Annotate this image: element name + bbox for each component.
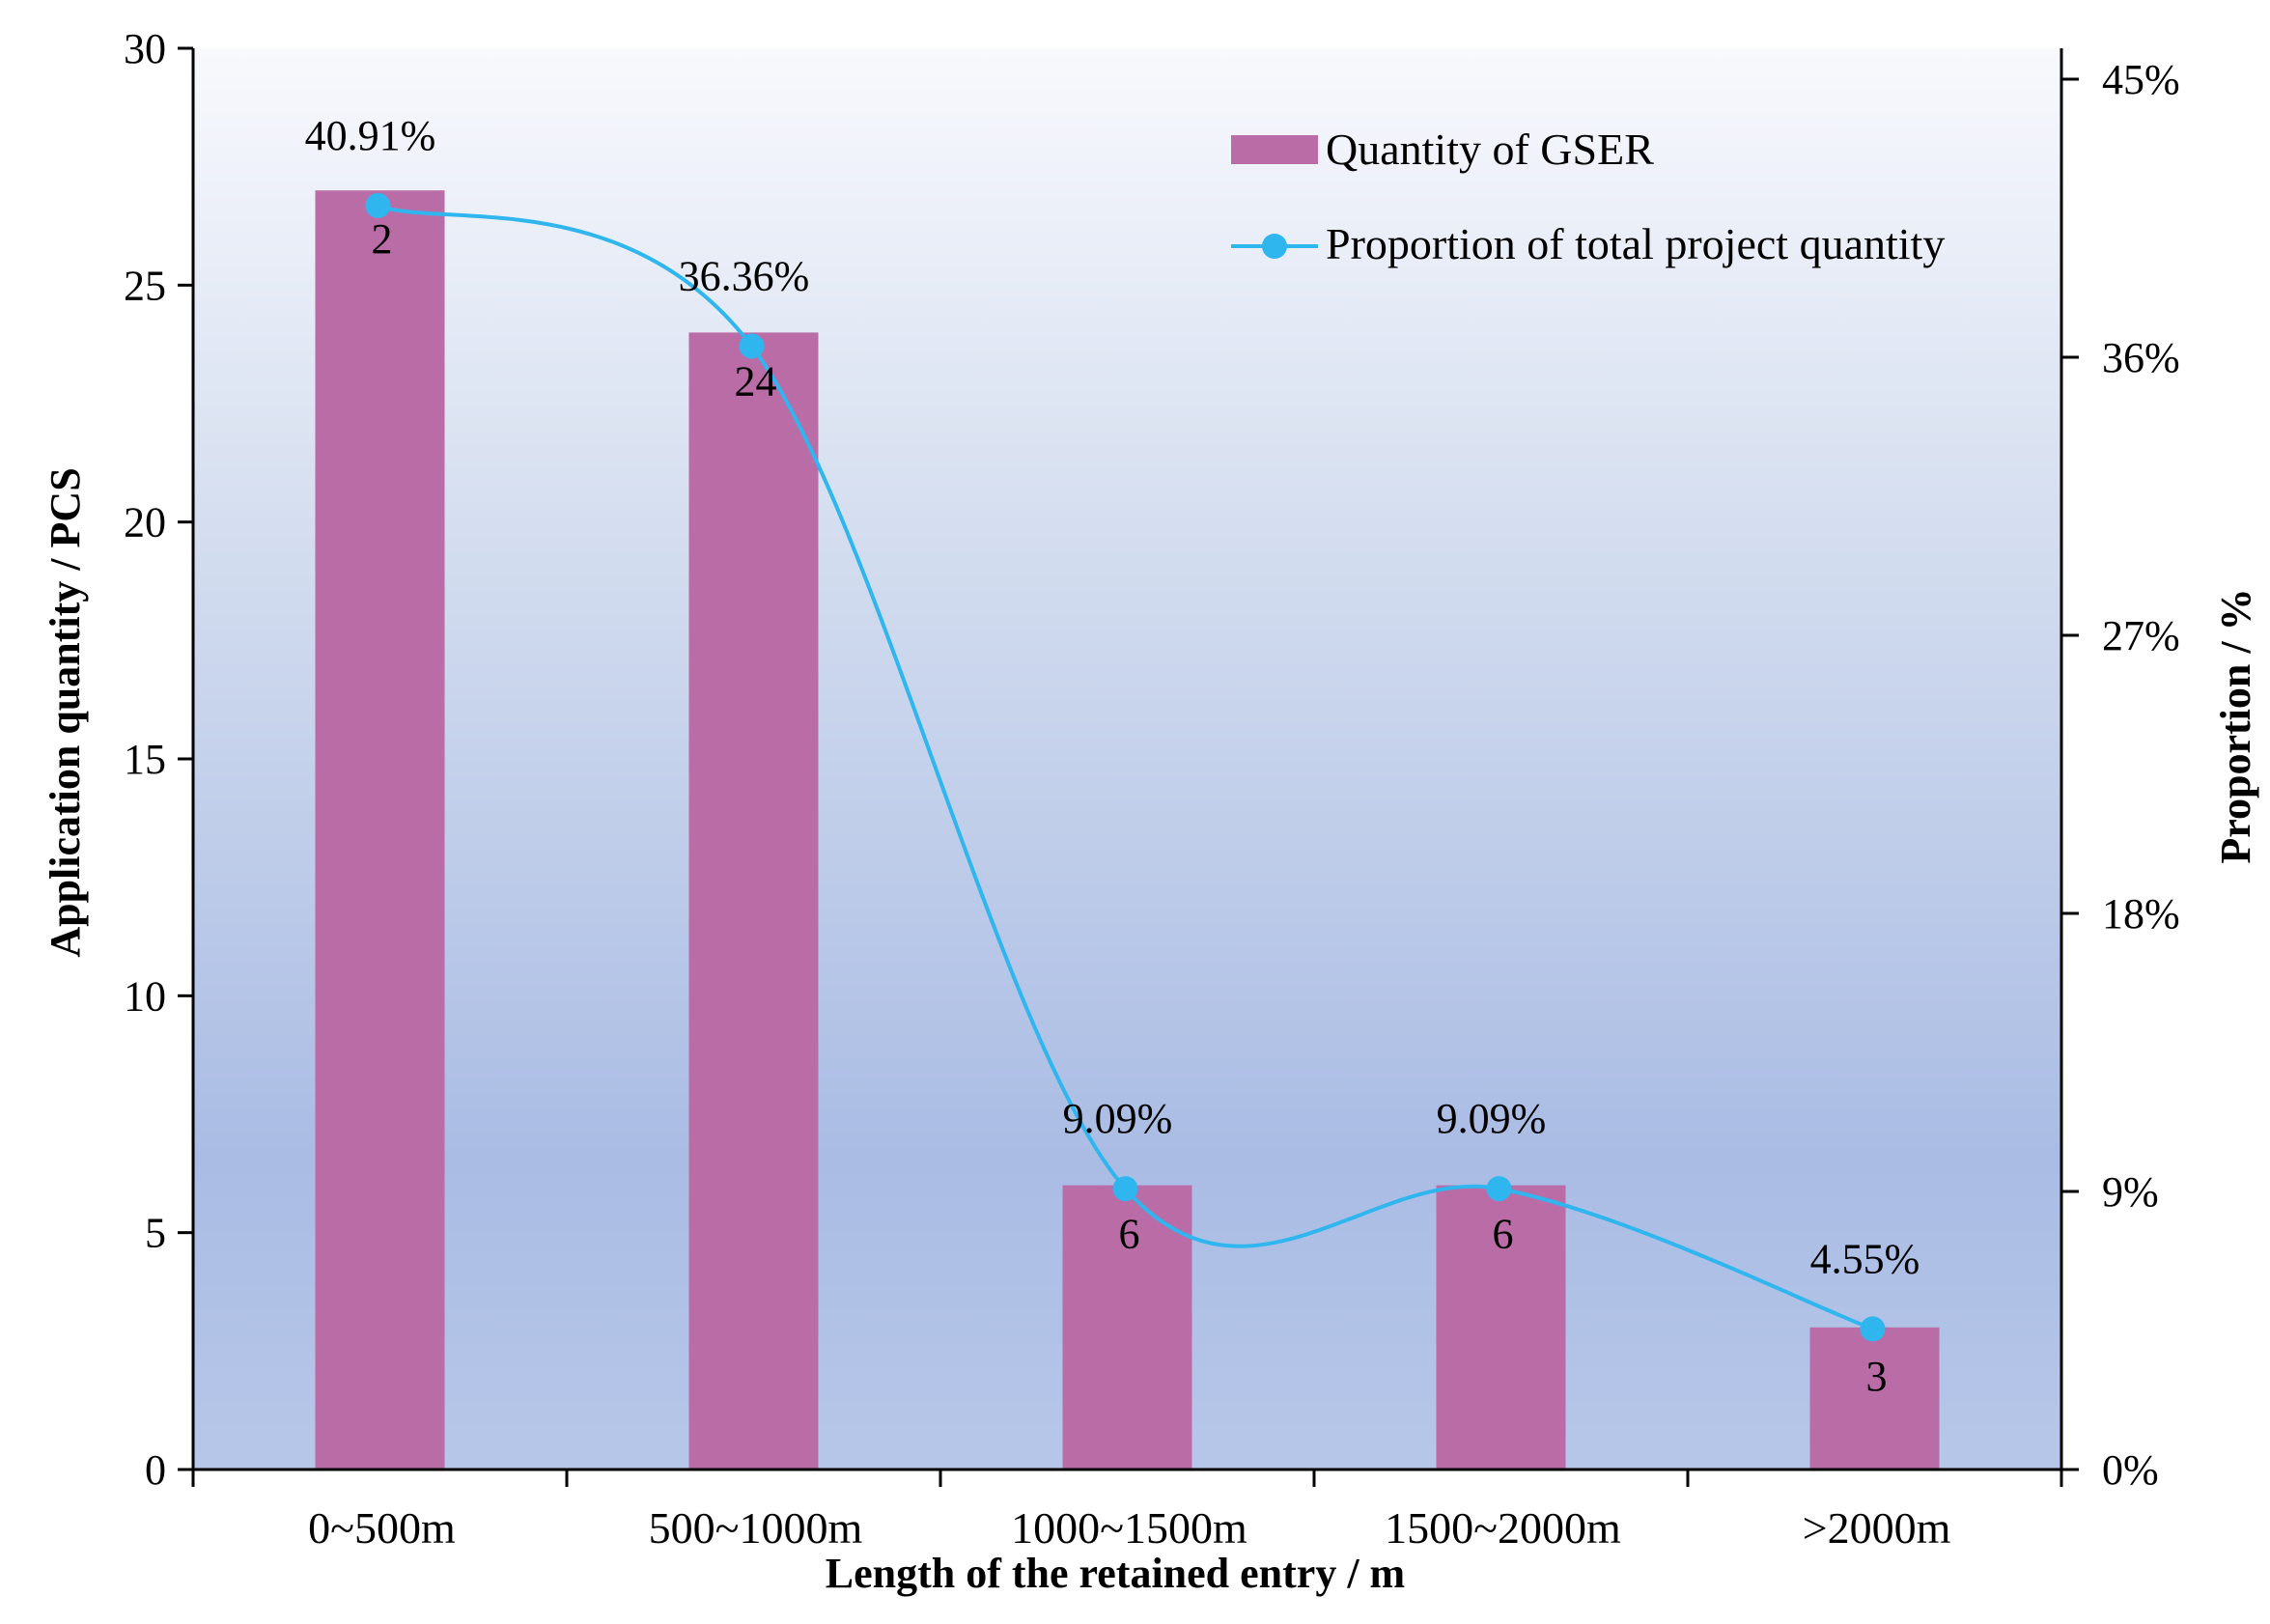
legend-bar-label: Quantity of GSER xyxy=(1326,125,1654,174)
y-tick-label: 30 xyxy=(124,25,166,72)
x-tick-label: 0~500m xyxy=(308,1503,456,1553)
legend-bar-swatch xyxy=(1231,135,1318,164)
legend-line-marker xyxy=(1262,234,1287,259)
proportion-marker-3 xyxy=(1112,1176,1138,1202)
proportion-marker-1 xyxy=(365,192,391,218)
line-data-label: 4.55% xyxy=(1810,1235,1920,1282)
proportion-marker-2 xyxy=(739,333,765,359)
line-data-label: 36.36% xyxy=(679,252,810,299)
x-tick-label: 1500~2000m xyxy=(1385,1503,1621,1553)
y-tick-label: 5 xyxy=(145,1210,166,1257)
bar-1 xyxy=(315,190,445,1470)
bars-layer xyxy=(315,190,1940,1470)
x-tick-label: 1000~1500m xyxy=(1011,1503,1247,1553)
y-tick-label: 20 xyxy=(124,499,166,546)
bar-data-label: 24 xyxy=(735,357,777,405)
y2-tick-label: 9% xyxy=(2102,1168,2159,1216)
bar-5 xyxy=(1809,1327,1940,1470)
proportion-marker-5 xyxy=(1860,1316,1886,1342)
proportion-line xyxy=(377,204,1874,1331)
y2-tick-label: 27% xyxy=(2102,612,2180,659)
y-axis-title: Application quantity / PCS xyxy=(42,467,89,957)
y2-tick-label: 45% xyxy=(2102,56,2180,103)
y2-tick-label: 18% xyxy=(2102,890,2180,938)
y-tick-label: 10 xyxy=(124,972,166,1020)
line-data-label: 9.09% xyxy=(1437,1095,1547,1142)
axes-layer: 0 5 10 15 20 25 30 0% 9% 18% 27% 36% 45% 0~500m 500~10… xyxy=(124,25,2180,1553)
y2-tick-label: 0% xyxy=(2102,1446,2159,1494)
bar-2 xyxy=(688,332,819,1470)
bar-3 xyxy=(1062,1185,1192,1470)
bar-data-label: 6 xyxy=(1493,1211,1514,1258)
y-tick-label: 25 xyxy=(124,262,166,309)
line-data-label: 9.09% xyxy=(1063,1095,1173,1142)
bar-data-label: 3 xyxy=(1866,1353,1888,1400)
y-tick-label: 0 xyxy=(145,1446,166,1494)
line-data-label: 40.91% xyxy=(305,112,436,159)
proportion-marker-4 xyxy=(1486,1176,1512,1202)
bar-data-label: 2 xyxy=(372,215,393,263)
y2-axis-title: Proportion / % xyxy=(2212,588,2259,863)
labels-layer: 2 24 6 6 3 40.91% 36.36% 9.09% 9.09% 4.55% xyxy=(305,112,1920,1400)
x-tick-label: 500~1000m xyxy=(649,1503,863,1553)
legend-line-label: Proportion of total project quantity xyxy=(1326,219,1945,268)
y-tick-label: 15 xyxy=(124,736,166,783)
bar-data-label: 6 xyxy=(1119,1211,1140,1258)
x-tick-label: >2000m xyxy=(1803,1503,1951,1553)
bar-4 xyxy=(1436,1185,1566,1470)
line-layer xyxy=(365,192,1886,1342)
y2-tick-label: 36% xyxy=(2102,334,2180,381)
x-axis-title: Length of the retained entry / m xyxy=(826,1550,1405,1597)
legend: Quantity of GSER Proportion of total pro… xyxy=(1231,125,1945,268)
